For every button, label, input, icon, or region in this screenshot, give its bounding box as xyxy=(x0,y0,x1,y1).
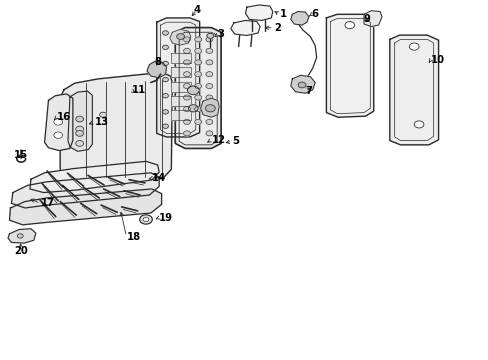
Circle shape xyxy=(194,107,201,112)
Circle shape xyxy=(194,37,201,42)
Circle shape xyxy=(194,120,201,125)
Polygon shape xyxy=(175,28,221,148)
Text: 3: 3 xyxy=(217,30,224,39)
Circle shape xyxy=(205,48,212,53)
Circle shape xyxy=(194,84,201,89)
Circle shape xyxy=(54,132,62,138)
Polygon shape xyxy=(147,61,166,78)
Polygon shape xyxy=(68,91,92,151)
Text: 7: 7 xyxy=(305,86,312,96)
Circle shape xyxy=(205,131,212,136)
Text: 11: 11 xyxy=(131,85,145,95)
Circle shape xyxy=(162,77,168,82)
Text: 8: 8 xyxy=(154,57,161,67)
Circle shape xyxy=(194,60,201,65)
Text: 4: 4 xyxy=(193,5,200,15)
Circle shape xyxy=(143,217,149,222)
Text: 14: 14 xyxy=(152,173,166,183)
Circle shape xyxy=(17,234,23,238)
Text: 5: 5 xyxy=(232,136,239,146)
Circle shape xyxy=(298,82,305,88)
Circle shape xyxy=(205,105,215,112)
Circle shape xyxy=(183,131,190,136)
Text: 9: 9 xyxy=(363,14,370,24)
Polygon shape xyxy=(290,12,308,25)
Text: 17: 17 xyxy=(41,198,55,208)
Polygon shape xyxy=(200,98,219,117)
Circle shape xyxy=(188,105,198,112)
Polygon shape xyxy=(8,229,36,243)
Polygon shape xyxy=(171,53,190,63)
Circle shape xyxy=(100,112,106,117)
Circle shape xyxy=(76,140,83,146)
Circle shape xyxy=(183,72,190,77)
Text: 12: 12 xyxy=(211,135,225,145)
Circle shape xyxy=(183,120,190,125)
Circle shape xyxy=(205,60,212,65)
Text: 19: 19 xyxy=(159,213,173,222)
Polygon shape xyxy=(230,21,260,36)
Polygon shape xyxy=(171,111,190,121)
Circle shape xyxy=(344,22,354,29)
Circle shape xyxy=(183,84,190,89)
Text: 10: 10 xyxy=(430,55,444,65)
Text: 18: 18 xyxy=(126,232,141,242)
Circle shape xyxy=(140,215,152,224)
Text: 20: 20 xyxy=(14,246,28,256)
Circle shape xyxy=(187,86,199,95)
Circle shape xyxy=(76,131,83,136)
Circle shape xyxy=(183,37,190,42)
Text: 6: 6 xyxy=(311,9,318,19)
Polygon shape xyxy=(326,14,373,117)
Text: 15: 15 xyxy=(14,150,28,160)
Circle shape xyxy=(162,31,168,35)
Polygon shape xyxy=(290,75,315,93)
Circle shape xyxy=(183,48,190,53)
Polygon shape xyxy=(169,30,190,45)
Polygon shape xyxy=(363,11,381,27)
Circle shape xyxy=(183,60,190,65)
Circle shape xyxy=(205,120,212,125)
Polygon shape xyxy=(44,94,73,150)
Polygon shape xyxy=(11,173,159,208)
Circle shape xyxy=(205,37,212,42)
Circle shape xyxy=(76,126,83,132)
Circle shape xyxy=(206,33,213,39)
Polygon shape xyxy=(60,72,172,184)
Polygon shape xyxy=(171,96,190,106)
Circle shape xyxy=(162,61,168,66)
Text: 2: 2 xyxy=(273,23,280,33)
Circle shape xyxy=(205,72,212,77)
Polygon shape xyxy=(30,161,159,193)
Circle shape xyxy=(194,72,201,77)
Text: 1: 1 xyxy=(279,9,286,19)
Polygon shape xyxy=(9,189,161,225)
Circle shape xyxy=(205,84,212,89)
Text: 16: 16 xyxy=(57,112,71,122)
Circle shape xyxy=(205,95,212,100)
Polygon shape xyxy=(157,18,199,137)
Circle shape xyxy=(176,34,184,40)
Circle shape xyxy=(183,95,190,100)
Circle shape xyxy=(162,94,168,98)
Circle shape xyxy=(76,116,83,122)
Circle shape xyxy=(162,45,168,49)
Circle shape xyxy=(413,121,423,128)
Circle shape xyxy=(183,107,190,112)
Circle shape xyxy=(408,43,418,50)
Polygon shape xyxy=(245,5,272,21)
Polygon shape xyxy=(389,35,438,145)
Circle shape xyxy=(162,110,168,114)
Circle shape xyxy=(194,95,201,100)
Text: 13: 13 xyxy=(94,117,108,127)
Circle shape xyxy=(194,48,201,53)
Polygon shape xyxy=(171,67,190,77)
Circle shape xyxy=(54,119,62,125)
Polygon shape xyxy=(171,82,190,92)
Circle shape xyxy=(162,124,168,129)
